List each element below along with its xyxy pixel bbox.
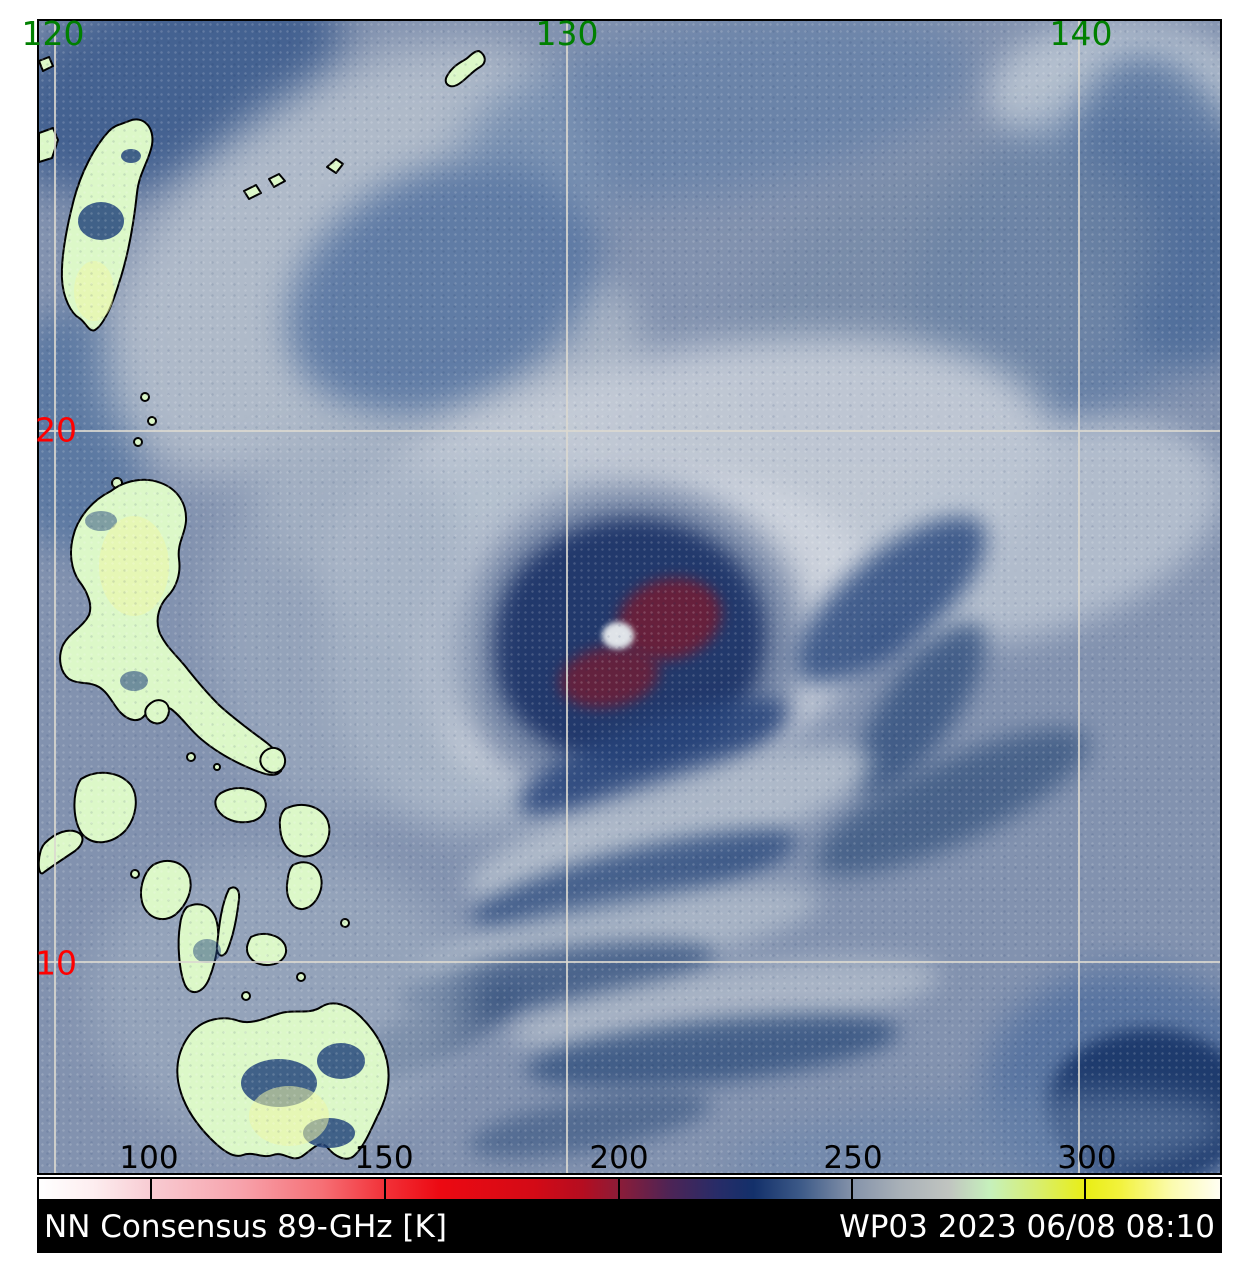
colorbar-tick-mark [383, 1179, 386, 1199]
colorbar-tick-mark [1084, 1179, 1087, 1199]
islet [39, 56, 54, 72]
island-bohol [245, 932, 287, 966]
land-cold-patch [120, 671, 148, 691]
land-warm-patch [74, 261, 114, 321]
storm-datetime-label: WP03 2023 06/08 08:10 [839, 1209, 1215, 1245]
land-cold-patch [85, 511, 117, 531]
land-cold-patch [78, 202, 124, 240]
islet [326, 158, 344, 174]
caption-bar: NN Consensus 89-GHz [K] WP03 2023 06/08 … [37, 1201, 1222, 1253]
cloud-blob [602, 622, 634, 649]
islet [140, 392, 150, 402]
noise-texture [39, 21, 1220, 1173]
islet [243, 184, 262, 200]
gridline-latitude [39, 960, 1220, 963]
island-masbate [214, 787, 267, 824]
island-palawan [39, 829, 84, 875]
gridlines [39, 21, 1220, 1173]
islet [147, 416, 157, 426]
colorbar [37, 1177, 1222, 1201]
gridline-longitude [1078, 21, 1081, 1173]
islet [296, 972, 306, 982]
island-mindoro [73, 771, 137, 844]
land-cold-patch [121, 149, 141, 163]
coastlines-layer [39, 50, 486, 1160]
land-warm-patch [99, 516, 169, 616]
islet [340, 918, 350, 928]
colorbar-tick-mark [851, 1179, 854, 1199]
gridline-longitude [566, 21, 569, 1173]
islet [268, 173, 286, 188]
land-cold-patch [317, 1043, 365, 1079]
island-panay [140, 859, 192, 921]
land-cold-patch [193, 939, 221, 963]
island-samar [278, 803, 331, 858]
island-cebu [215, 886, 241, 957]
islet [130, 869, 140, 879]
islet [144, 699, 170, 725]
satellite-map [37, 19, 1222, 1175]
gridline-longitude [53, 21, 56, 1173]
islet [186, 752, 196, 762]
islet [213, 763, 221, 771]
island-okinawa [444, 50, 486, 88]
land-warm-patch [249, 1086, 329, 1146]
gridline-latitude [39, 429, 1220, 432]
islet [133, 437, 143, 447]
island-leyte [285, 861, 323, 911]
colorbar-tick-mark [149, 1179, 152, 1199]
islet [241, 991, 251, 1001]
product-name-label: NN Consensus 89-GHz [K] [44, 1209, 447, 1245]
islet [259, 746, 287, 774]
colorbar-tick-mark [617, 1179, 620, 1199]
